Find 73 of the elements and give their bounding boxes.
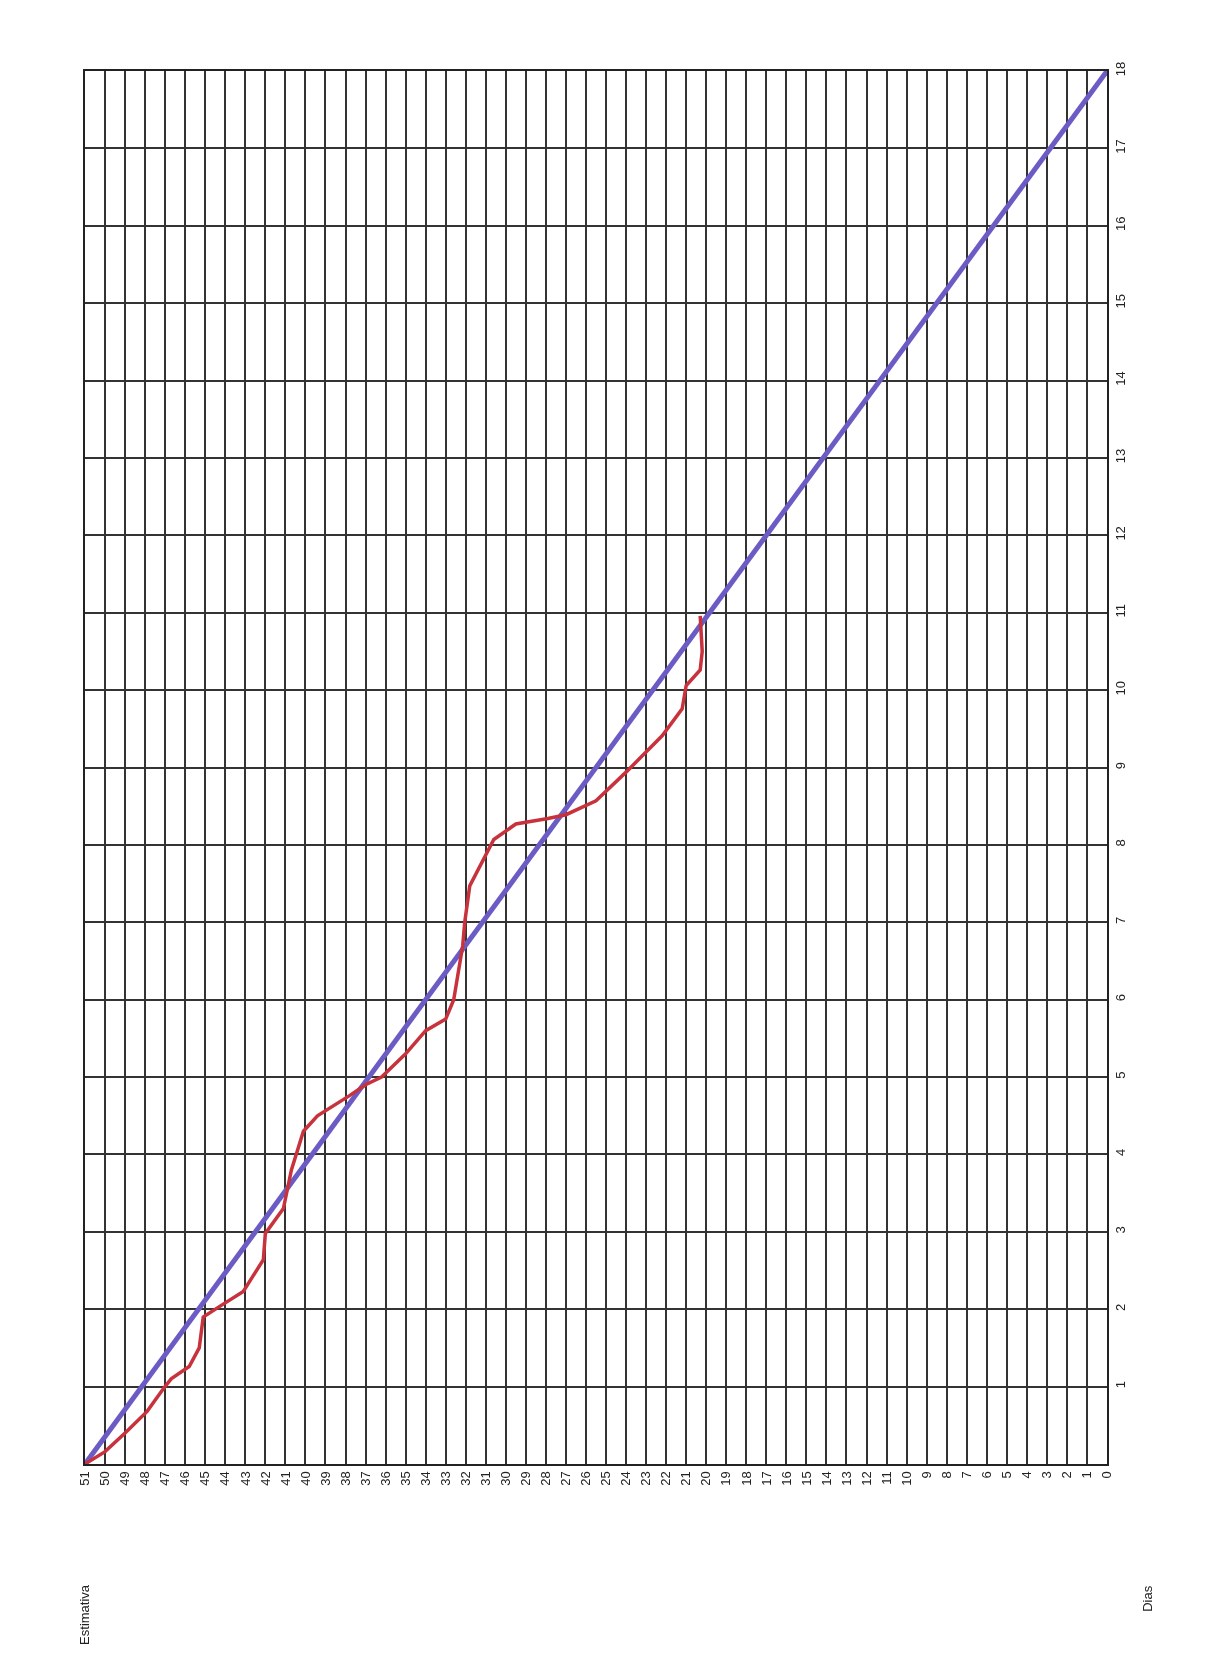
x-tick-label: 51 [77, 1471, 93, 1486]
x-tick-label: 28 [538, 1471, 554, 1486]
x-tick-label: 39 [317, 1471, 333, 1486]
y-tick-label: 9 [1112, 761, 1128, 770]
y-tick-label: 11 [1112, 604, 1128, 618]
x-tick-label: 33 [437, 1471, 453, 1486]
x-tick-label: 1 [1079, 1471, 1095, 1479]
x-tick-label: 42 [257, 1471, 273, 1486]
x-tick-label: 22 [658, 1471, 674, 1486]
x-tick-label: 23 [638, 1471, 654, 1486]
x-tick-label: 43 [237, 1471, 253, 1486]
y-tick-label: 18 [1112, 61, 1128, 77]
x-tick-label: 0 [1099, 1471, 1115, 1479]
x-tick-label: 24 [618, 1471, 634, 1486]
y-tick-label: 10 [1112, 680, 1128, 696]
x-tick-label: 35 [397, 1471, 413, 1486]
x-tick-label: 2 [1059, 1471, 1075, 1479]
x-tick-label: 3 [1039, 1471, 1055, 1479]
x-tick-label: 7 [958, 1471, 974, 1479]
x-tick-label: 13 [838, 1471, 854, 1486]
x-tick-label: 46 [177, 1471, 193, 1486]
x-tick-label: 20 [698, 1471, 714, 1486]
x-tick-label: 8 [938, 1471, 954, 1479]
x-tick-label: 37 [357, 1471, 373, 1486]
line-series [85, 614, 704, 1464]
x-tick-label: 16 [778, 1471, 794, 1486]
x-tick-label: 41 [277, 1471, 293, 1486]
y-tick-label: 2 [1112, 1303, 1128, 1311]
x-tick-label: 38 [337, 1471, 353, 1486]
x-tick-label: 21 [678, 1471, 694, 1486]
x-tick-label: 27 [558, 1471, 574, 1486]
x-tick-label: 18 [738, 1471, 754, 1486]
text: Estimativa [77, 1584, 93, 1645]
x-tick-label: 11 [878, 1471, 894, 1485]
y-tick-label: 5 [1112, 1071, 1128, 1079]
x-tick-label: 50 [97, 1471, 113, 1486]
y-tick-label: 15 [1112, 293, 1128, 309]
x-tick-label: 15 [798, 1471, 814, 1486]
x-tick-label: 25 [598, 1471, 614, 1486]
y-tick-label: 4 [1112, 1148, 1128, 1157]
y-tick-label: 7 [1112, 916, 1128, 924]
x-tick-label: 30 [498, 1471, 514, 1486]
x-tick-label: 48 [137, 1471, 153, 1486]
x-tick-label: 9 [918, 1471, 934, 1479]
y-tick-label: 12 [1112, 526, 1128, 541]
text: Dias [1139, 1585, 1155, 1612]
y-tick-label: 16 [1112, 216, 1128, 232]
x-tick-label: 19 [718, 1471, 734, 1486]
x-tick-label: 12 [858, 1471, 874, 1486]
y-tick-label: 17 [1112, 139, 1128, 154]
x-tick-label: 36 [377, 1471, 393, 1486]
x-tick-label: 44 [217, 1471, 233, 1486]
x-tick-label: 6 [978, 1471, 994, 1479]
y-tick-label: 13 [1112, 448, 1128, 464]
x-tick-label: 29 [518, 1471, 534, 1486]
y-tick-label: 3 [1112, 1226, 1128, 1234]
y-tick-label: 8 [1112, 839, 1128, 847]
x-tick-label: 32 [457, 1471, 473, 1486]
x-tick-label: 45 [197, 1471, 213, 1486]
x-tick-label: 10 [898, 1471, 914, 1486]
x-tick-label: 4 [1019, 1471, 1035, 1479]
x-tick-label: 5 [999, 1471, 1015, 1479]
x-tick-label: 47 [157, 1471, 173, 1486]
x-tick-label: 31 [478, 1471, 494, 1486]
y-tick-label: 1 [1112, 1381, 1128, 1389]
x-tick-label: 49 [117, 1471, 133, 1486]
x-tick-label: 40 [297, 1471, 313, 1486]
x-tick-label: 17 [758, 1471, 774, 1486]
x-tick-label: 14 [818, 1471, 834, 1486]
y-tick-label: 14 [1112, 371, 1128, 386]
x-tick-label: 26 [578, 1471, 594, 1486]
x-tick-label: 34 [417, 1471, 433, 1486]
y-tick-label: 6 [1112, 994, 1128, 1002]
